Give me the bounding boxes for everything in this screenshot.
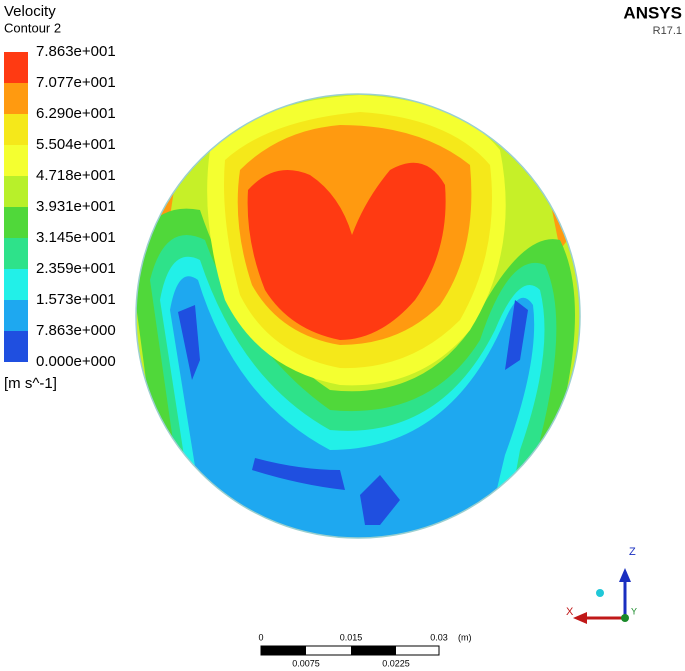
triad-z: Z xyxy=(629,546,636,558)
legend-swatch xyxy=(4,300,28,331)
scale-label: 0.0225 xyxy=(382,658,410,668)
legend-title: Velocity xyxy=(4,3,56,20)
brand-name: ANSYS xyxy=(623,3,682,22)
contour-plot xyxy=(136,94,580,538)
brand-version: R17.1 xyxy=(653,25,682,37)
legend-unit: [m s^-1] xyxy=(4,375,57,392)
legend-level: 2.359e+001 xyxy=(36,260,116,277)
legend-swatch xyxy=(4,145,28,176)
scale-label: 0.015 xyxy=(340,632,363,642)
legend-swatch xyxy=(4,238,28,269)
scale-label: (m) xyxy=(458,632,472,642)
legend-level: 3.145e+001 xyxy=(36,229,116,246)
legend-level: 5.504e+001 xyxy=(36,136,116,153)
legend-swatch xyxy=(4,83,28,114)
legend-swatch xyxy=(4,52,28,83)
scale-bar xyxy=(260,645,440,656)
legend-level: 7.863e+000 xyxy=(36,322,116,339)
triad-x: X xyxy=(566,606,574,618)
legend-swatch xyxy=(4,114,28,145)
legend-level: 6.290e+001 xyxy=(36,105,116,122)
legend-swatch xyxy=(4,331,28,362)
legend-level: 1.573e+001 xyxy=(36,291,116,308)
color-legend: 7.863e+001 7.077e+001 6.290e+001 5.504e+001… xyxy=(4,43,116,370)
axis-triad xyxy=(573,568,631,624)
scale-label: 0 xyxy=(258,632,263,642)
legend-level: 7.077e+001 xyxy=(36,74,116,91)
legend-swatch xyxy=(4,269,28,300)
scale-label: 0.0075 xyxy=(292,658,320,668)
triad-y: Y xyxy=(631,606,637,616)
legend-swatch xyxy=(4,176,28,207)
legend-level: 0.000e+000 xyxy=(36,353,116,370)
legend-level: 7.863e+001 xyxy=(36,43,116,60)
scale-label: 0.03 xyxy=(430,632,448,642)
legend-level: 4.718e+001 xyxy=(36,167,116,184)
legend-subtitle: Contour 2 xyxy=(4,20,61,35)
legend-level: 3.931e+001 xyxy=(36,198,116,215)
legend-swatch xyxy=(4,207,28,238)
